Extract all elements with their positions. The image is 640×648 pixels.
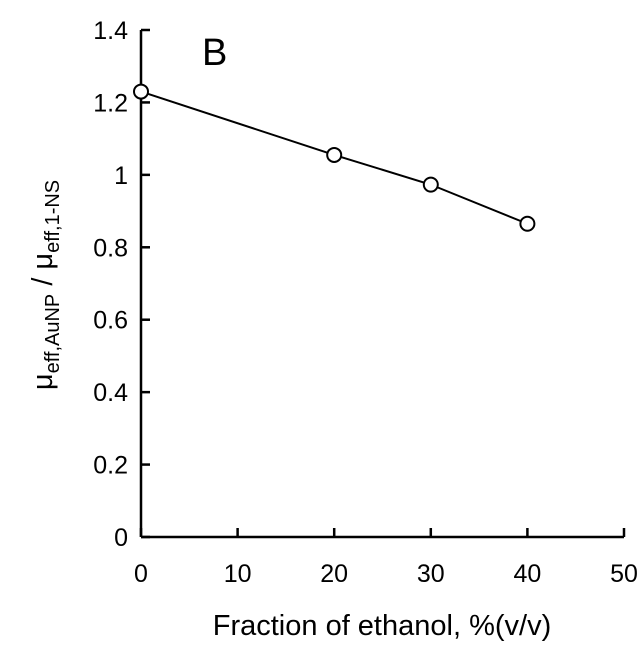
- y-tick-label: 0.4: [93, 379, 128, 407]
- y-tick-label: 0.8: [93, 234, 128, 262]
- x-axis-title: Fraction of ethanol, %(v/v): [213, 610, 551, 642]
- y-title-den-sub: eff,1-NS: [42, 180, 64, 253]
- y-title-num: μ: [27, 373, 59, 390]
- x-tick-label: 40: [513, 560, 541, 588]
- x-tick-label: 0: [134, 560, 148, 588]
- y-title-den: μ: [27, 253, 59, 270]
- y-tick-label: 0.2: [93, 452, 128, 480]
- y-tick-label: 1: [114, 162, 128, 190]
- x-tick-label: 30: [417, 560, 445, 588]
- y-tick-label: 1.4: [93, 17, 128, 45]
- axes: [139, 30, 624, 539]
- data-point: [326, 146, 343, 163]
- y-axis-title: μeff,AuNP / μeff,1-NS: [27, 180, 64, 390]
- x-tick-label: 10: [224, 560, 252, 588]
- series-line: [140, 90, 528, 225]
- y-title-num-sub: eff,AuNP: [42, 294, 64, 374]
- series-polyline: [140, 90, 528, 225]
- data-points: [133, 83, 536, 232]
- y-tick-label: 0.6: [93, 307, 128, 335]
- x-tick-label: 50: [610, 560, 638, 588]
- data-point: [519, 215, 536, 232]
- y-tick-label: 1.2: [93, 89, 128, 117]
- ticks: 0 0.2 0.4 0.6 0.8 1 1.2 1.4 0 10 20 30 40 50: [93, 17, 638, 588]
- data-point: [422, 176, 439, 193]
- panel-label: B: [202, 32, 227, 74]
- x-tick-label: 20: [320, 560, 348, 588]
- y-tick-label: 0: [114, 524, 128, 552]
- data-point: [133, 83, 149, 100]
- y-title-sep: /: [27, 270, 59, 294]
